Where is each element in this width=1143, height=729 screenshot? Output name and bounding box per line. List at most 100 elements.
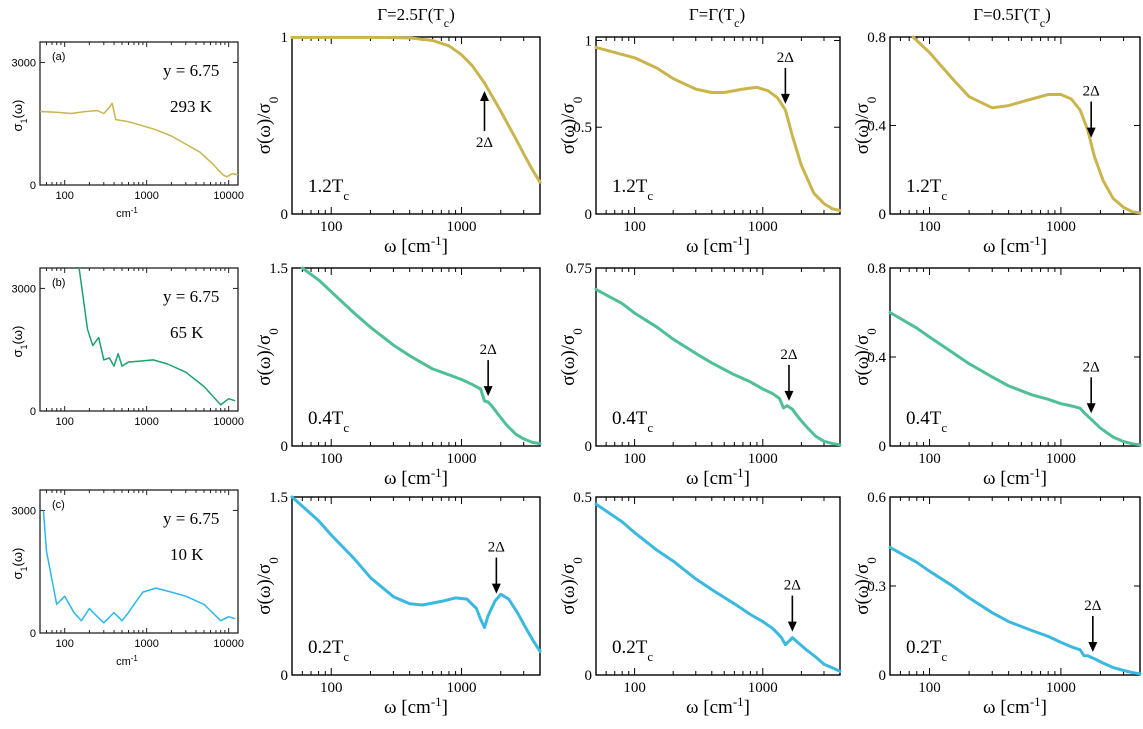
- x-axis-label: ω [cm-1]: [983, 694, 1047, 719]
- label-sup: -1: [1030, 694, 1041, 709]
- label-sup: -1: [733, 694, 744, 709]
- label-part: σ(ω)/σ: [558, 103, 579, 154]
- temperature-label: 0.4Tc: [906, 408, 947, 435]
- x-tick-label: 10000: [213, 638, 244, 650]
- plot-frame: [291, 36, 541, 215]
- label-sub: c: [941, 649, 947, 664]
- label-part: ω [cm: [983, 468, 1030, 489]
- gap-arrow-label: 2Δ: [488, 540, 506, 556]
- data-series-line: [594, 45, 842, 212]
- label-part: ω [cm: [384, 468, 431, 489]
- x-axis-label: ω [cm-1]: [384, 465, 448, 490]
- y-axis-label: σ(ω)/σ0: [558, 557, 585, 614]
- label-sup: -1: [1030, 465, 1041, 480]
- gap-arrow-label: 2Δ: [480, 342, 498, 358]
- column-header: Γ=2.5Γ(Tc): [377, 5, 455, 30]
- x-axis-label: ω [cm-1]: [384, 694, 448, 719]
- label-sub: 0: [266, 97, 281, 104]
- x-axis-label: ω [cm-1]: [983, 465, 1047, 490]
- label-sub: c: [647, 188, 653, 203]
- panel-tag: (c): [52, 499, 65, 511]
- x-tick-label: 100: [56, 190, 74, 202]
- label-sub: 0: [864, 328, 879, 335]
- header-main: Γ=2.5Γ(T: [377, 5, 444, 24]
- label-part: ω [cm: [384, 697, 431, 718]
- data-series-line: [888, 545, 1142, 676]
- x-tick-label: 100: [918, 219, 941, 235]
- header-sub: c: [734, 16, 739, 30]
- x-axis-label: ω [cm-1]: [686, 233, 750, 258]
- label-part: ]: [442, 697, 448, 718]
- gap-arrow-label: 2Δ: [1084, 598, 1102, 614]
- x-tick-label: 10000: [213, 416, 244, 428]
- label-sub: c: [343, 649, 349, 664]
- y-tick-label: 1: [281, 30, 289, 46]
- label-part: 0.4T: [906, 408, 942, 429]
- label-sub: 0: [864, 557, 879, 564]
- label-part: ]: [744, 468, 750, 489]
- x-axis-label: ω [cm-1]: [384, 233, 448, 258]
- x-tick-label: 100: [623, 451, 646, 467]
- temperature-label: 0.2Tc: [906, 637, 947, 664]
- header-close: ): [449, 5, 455, 24]
- y-axis-label: σ(ω)/σ0: [254, 328, 281, 385]
- label-part: 0.2T: [308, 637, 344, 658]
- label-sup: -1: [733, 233, 744, 248]
- x-tick-label: 1000: [748, 680, 778, 696]
- panel-tag: (a): [52, 51, 65, 63]
- gap-arrow-head: [784, 390, 794, 401]
- x-tick-label: 1000: [1046, 451, 1076, 467]
- annotation-doping: y = 6.75: [163, 287, 219, 306]
- data-series-line: [594, 502, 842, 673]
- label-sub: 1: [19, 566, 29, 571]
- label-part: σ: [10, 571, 25, 579]
- label-part: ω [cm: [983, 236, 1030, 257]
- annotation-doping: y = 6.75: [163, 61, 219, 80]
- x-tick-label: 100: [623, 219, 646, 235]
- plot-frame: [595, 36, 841, 215]
- y-tick-label: 0.8: [867, 261, 886, 277]
- temperature-label: 0.4Tc: [612, 408, 653, 435]
- x-tick-label: 100: [623, 680, 646, 696]
- y-tick-label: 0: [281, 439, 289, 455]
- label-sub: c: [343, 188, 349, 203]
- y-tick-label: 0.5: [573, 120, 592, 136]
- label-part: ]: [744, 697, 750, 718]
- label-part: σ: [10, 349, 25, 357]
- data-series-line: [911, 35, 1142, 215]
- label-part: ]: [442, 236, 448, 257]
- label-part: ]: [744, 236, 750, 257]
- temperature-label: 0.2Tc: [308, 637, 349, 664]
- label-sup: -1: [431, 233, 442, 248]
- x-tick-label: 1000: [1046, 680, 1076, 696]
- y-tick-label: 0.8: [867, 30, 886, 46]
- y-tick-label: 3000: [12, 57, 36, 69]
- y-tick-label: 0: [585, 668, 593, 684]
- gap-arrow-label: 2Δ: [476, 135, 494, 151]
- annotation-temperature: 10 K: [170, 545, 204, 564]
- label-sup: -1: [131, 654, 139, 663]
- label-part: σ(ω)/σ: [254, 564, 275, 615]
- y-tick-label: 0.4: [867, 350, 886, 366]
- gap-arrow-head: [787, 621, 797, 632]
- data-series-line: [290, 35, 542, 184]
- label-sub: 1: [19, 344, 29, 349]
- x-tick-label: 1000: [447, 451, 477, 467]
- gap-arrow-head: [491, 583, 501, 594]
- experimental-panel: 100 1000 10000 0 3000 σ1(ω) (c) y = 6.75 10 K cm-…: [10, 489, 244, 668]
- label-sub: 1: [19, 118, 29, 123]
- y-axis-label: σ(ω)/σ0: [558, 97, 585, 154]
- y-tick-label: 0: [879, 439, 887, 455]
- y-tick-label: 0.75: [566, 261, 592, 277]
- label-part: 0.4T: [308, 408, 344, 429]
- x-tick-label: 100: [320, 219, 343, 235]
- temperature-label: 1.2Tc: [308, 176, 349, 203]
- y-axis-label: σ(ω)/σ0: [852, 328, 879, 385]
- column-header: Γ=0.5Γ(Tc): [973, 5, 1051, 30]
